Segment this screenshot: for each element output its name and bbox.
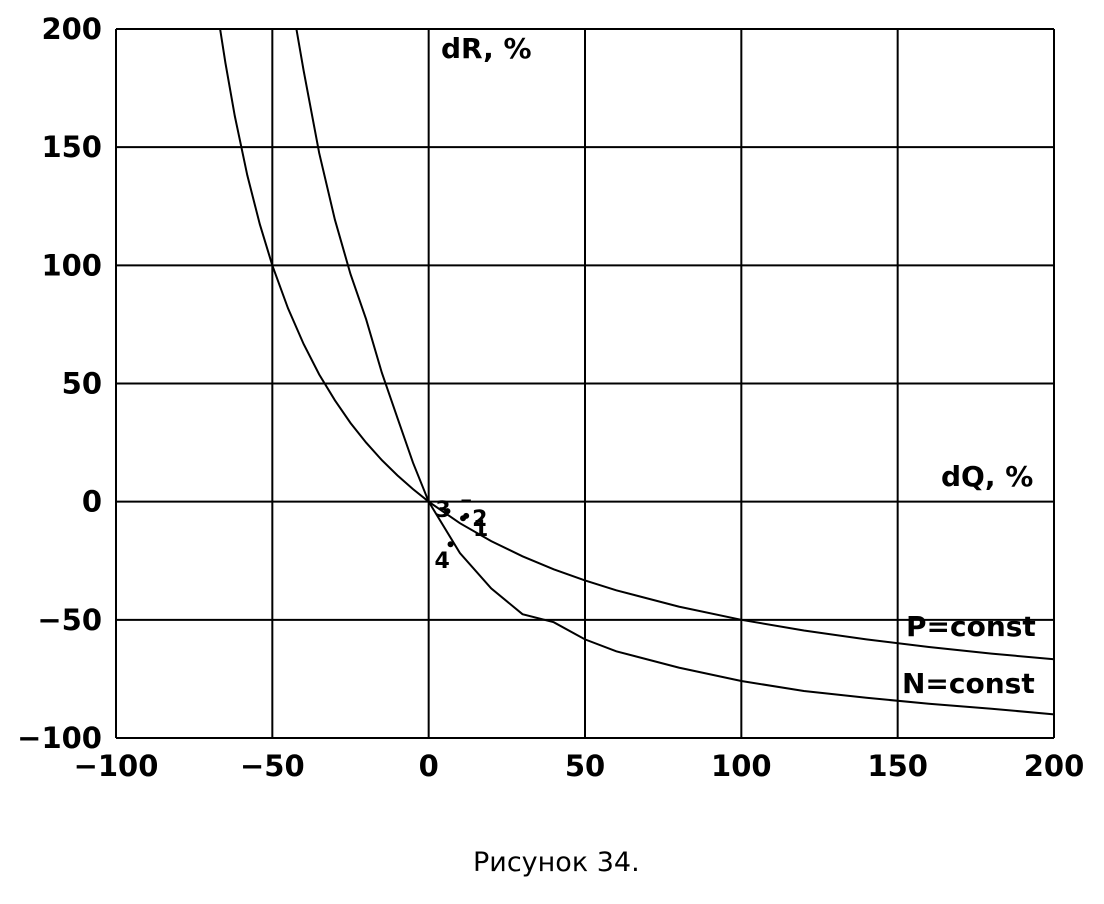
series-line-n-const: [295, 29, 1054, 716]
y-tick-label: 50: [62, 367, 102, 401]
y-tick-label: 0: [82, 485, 102, 519]
data-point-label-4: 4: [435, 549, 450, 574]
series-line-p-const: [219, 29, 1054, 661]
x-tick-label: 50: [565, 749, 605, 783]
x-tick-label: 150: [867, 749, 928, 783]
series-label-p-const: P=const: [906, 610, 1036, 643]
x-tick-label: −50: [240, 749, 305, 783]
data-points: 123 4: [435, 498, 489, 574]
y-tick-label: 100: [41, 248, 102, 282]
data-point-label-1: 1: [473, 517, 488, 542]
y-tick-label: −50: [37, 603, 102, 637]
data-point-4: [447, 541, 454, 548]
y-tick-label: 150: [41, 130, 102, 164]
x-tick-label: 0: [419, 749, 439, 783]
y-axis-title: dR, %: [441, 32, 532, 65]
data-point-label-2: 2: [472, 507, 487, 532]
data-point-3: [444, 508, 451, 515]
series-label-n-const: N=const: [902, 667, 1035, 700]
x-tick-label: −100: [74, 749, 159, 783]
y-tick-label: −100: [17, 721, 102, 755]
data-point-label-3: 3: [435, 498, 450, 523]
chart-labels: dR, % dQ, % P=const N=const: [441, 32, 1036, 700]
x-tick-label: 100: [711, 749, 772, 783]
x-tick-label: 200: [1024, 749, 1085, 783]
curves: [219, 29, 1054, 716]
x-axis-title: dQ, %: [941, 460, 1033, 493]
tick-labels: −100 −50 0 50 100 150 200 −100 −50 0 50 100 150 200: [17, 12, 1084, 783]
y-tick-label: 200: [41, 12, 102, 46]
figure-caption: Рисунок 34.: [473, 847, 640, 878]
data-point-2: [463, 512, 470, 519]
